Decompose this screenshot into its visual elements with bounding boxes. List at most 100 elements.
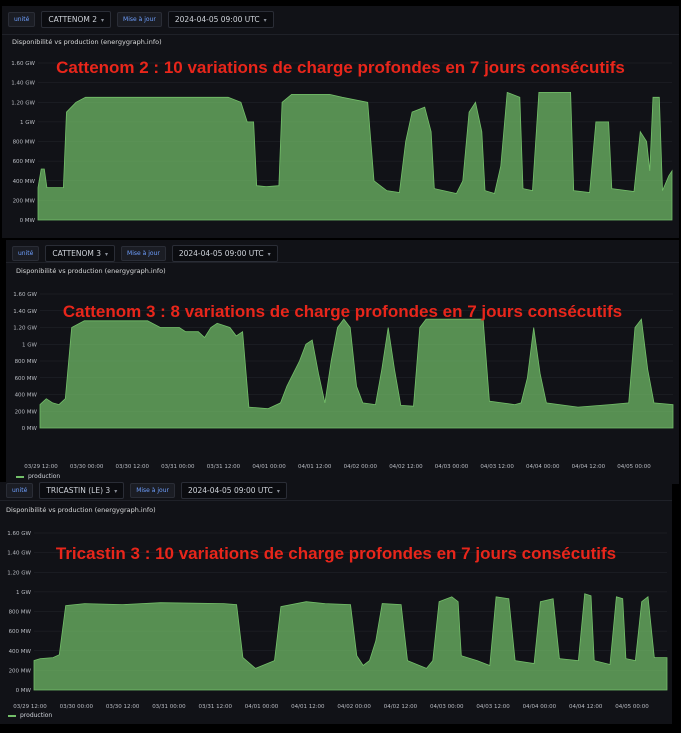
x-tick-label: 04/01 00:00 [252, 464, 286, 470]
legend-label[interactable]: production [20, 712, 53, 719]
headline-tricastin-3: Tricastin 3 : 10 variations de charge pr… [55, 544, 617, 563]
x-tick-label: 04/03 00:00 [435, 464, 469, 470]
y-tick-label: 600 MW [13, 159, 36, 165]
x-tick-label: 03/30 12:00 [116, 464, 150, 470]
x-tick-label: 04/02 12:00 [384, 704, 418, 710]
series-production-area [33, 593, 668, 691]
x-tick-label: 03/31 00:00 [161, 464, 195, 470]
x-tick-label: 03/29 12:00 [13, 704, 47, 710]
y-tick-label: 400 MW [13, 179, 36, 185]
toolbar: unité CATTENOM 2 ▾ Mise à jour 2024-04-05… [2, 6, 679, 32]
unit-label: unité [12, 245, 40, 261]
x-tick-label: 04/02 00:00 [337, 704, 371, 710]
unit-label: unité [6, 482, 34, 498]
chevron-down-icon: ▾ [267, 250, 271, 258]
series-production-area [39, 318, 674, 429]
x-tick-label: 04/02 00:00 [344, 464, 378, 470]
y-tick-label: 1.20 GW [11, 100, 35, 106]
chevron-down-icon: ▾ [105, 250, 109, 258]
update-select[interactable]: 2024-04-05 09:00 UTC ▾ [171, 244, 278, 262]
update-label: Mise à jour [121, 245, 166, 261]
x-tick-label: 03/30 00:00 [70, 464, 104, 470]
toolbar: unité CATTENOM 3 ▾ Mise à jour 2024-04-05… [6, 240, 679, 266]
panel-cattenom-3: unité CATTENOM 3 ▾ Mise à jour 2024-04-05… [6, 240, 679, 484]
y-tick-label: 200 MW [9, 668, 32, 674]
y-tick-label: 1.60 GW [7, 531, 31, 537]
unit-select[interactable]: TRICASTIN (LE) 3 ▾ [39, 481, 125, 499]
unit-select[interactable]: CATTENOM 3 ▾ [45, 244, 116, 262]
chart-frame [6, 262, 679, 485]
legend-label[interactable]: production [28, 473, 61, 480]
y-tick-label: 800 MW [9, 610, 32, 616]
x-tick-label: 04/01 00:00 [245, 704, 279, 710]
y-tick-label: 1.40 GW [7, 551, 31, 557]
x-tick-label: 04/04 12:00 [572, 464, 606, 470]
y-tick-label: 1 GW [16, 590, 32, 596]
toolbar: unité TRICASTIN (LE) 3 ▾ Mise à jour 2024… [0, 481, 672, 499]
y-tick-label: 1.40 GW [11, 81, 35, 87]
legend: production [8, 712, 52, 719]
x-tick-label: 04/04 00:00 [526, 464, 560, 470]
headline-cattenom-2: Cattenom 2 : 10 variations de charge pro… [56, 58, 625, 77]
series-production-area [37, 91, 673, 221]
y-tick-label: 800 MW [13, 140, 36, 146]
x-tick-label: 04/01 12:00 [298, 464, 332, 470]
y-tick-label: 200 MW [13, 198, 36, 204]
unit-label: unité [8, 11, 36, 27]
x-tick-label: 03/30 12:00 [106, 704, 140, 710]
y-tick-label: 1 GW [22, 342, 38, 348]
update-select[interactable]: 2024-04-05 09:00 UTC ▾ [167, 10, 274, 28]
x-tick-label: 03/31 12:00 [207, 464, 241, 470]
update-label: Mise à jour [117, 11, 162, 27]
y-tick-label: 200 MW [15, 409, 38, 415]
y-tick-label: 400 MW [9, 649, 32, 655]
panel-tricastin-3: unité TRICASTIN (LE) 3 ▾ Mise à jour 2024… [0, 481, 672, 725]
y-tick-label: 600 MW [9, 629, 32, 635]
y-tick-label: 600 MW [15, 376, 38, 382]
update-select[interactable]: 2024-04-05 09:00 UTC ▾ [180, 481, 287, 499]
x-tick-label: 04/01 12:00 [291, 704, 325, 710]
y-tick-label: 1.20 GW [7, 570, 31, 576]
x-tick-label: 03/31 12:00 [199, 704, 233, 710]
chart-frame [0, 500, 672, 725]
x-tick-label: 04/02 12:00 [389, 464, 423, 470]
x-tick-label: 03/31 00:00 [152, 704, 186, 710]
chevron-down-icon: ▾ [101, 16, 105, 24]
y-tick-label: 0 MW [22, 426, 38, 432]
panel-cattenom-2: unité CATTENOM 2 ▾ Mise à jour 2024-04-05… [2, 6, 679, 238]
headline-cattenom-3: Cattenom 3 : 8 variations de charge prof… [62, 302, 623, 321]
y-tick-label: 1.60 GW [11, 61, 35, 67]
chevron-down-icon: ▾ [263, 16, 267, 24]
y-tick-label: 800 MW [15, 359, 38, 365]
y-tick-label: 0 MW [20, 218, 36, 224]
y-tick-label: 0 MW [16, 688, 32, 694]
x-tick-label: 03/30 00:00 [60, 704, 94, 710]
x-tick-label: 04/05 00:00 [615, 704, 649, 710]
x-tick-label: 04/03 00:00 [430, 704, 464, 710]
legend-swatch [8, 714, 16, 717]
y-tick-label: 1.60 GW [13, 292, 37, 298]
chart-tricastin-3: 0 MW 200 MW 400 MW 600 MW 800 MW 1 GW 1.20 GW 1… [7, 531, 668, 710]
x-tick-label: 04/05 00:00 [617, 464, 651, 470]
x-tick-label: 03/29 12:00 [24, 464, 58, 470]
chevron-down-icon: ▾ [276, 487, 280, 495]
unit-select[interactable]: CATTENOM 2 ▾ [41, 10, 112, 28]
x-tick-label: 04/03 12:00 [476, 704, 510, 710]
chart-cattenom-3: 0 MW 200 MW 400 MW 600 MW 800 MW 1 GW 1.20 GW 1… [13, 292, 674, 470]
chart-frame [2, 34, 679, 239]
chart-cattenom-2: 0 MW 200 MW 400 MW 600 MW 800 MW 1 GW 1.20 GW 1… [11, 61, 673, 224]
legend-swatch [16, 475, 24, 478]
y-tick-label: 400 MW [15, 393, 38, 399]
x-tick-label: 04/04 12:00 [569, 704, 603, 710]
x-tick-label: 04/03 12:00 [480, 464, 514, 470]
chevron-down-icon: ▾ [114, 487, 118, 495]
y-tick-label: 1.40 GW [13, 309, 37, 315]
legend: production [16, 473, 60, 480]
x-tick-label: 04/04 00:00 [523, 704, 557, 710]
panel-title: Disponibilité vs production (energygraph… [16, 267, 166, 275]
panel-title: Disponibilité vs production (energygraph… [6, 506, 156, 514]
update-label: Mise à jour [130, 482, 175, 498]
panel-title: Disponibilité vs production (energygraph… [12, 38, 162, 46]
y-tick-label: 1.20 GW [13, 326, 37, 332]
y-tick-label: 1 GW [20, 120, 36, 126]
